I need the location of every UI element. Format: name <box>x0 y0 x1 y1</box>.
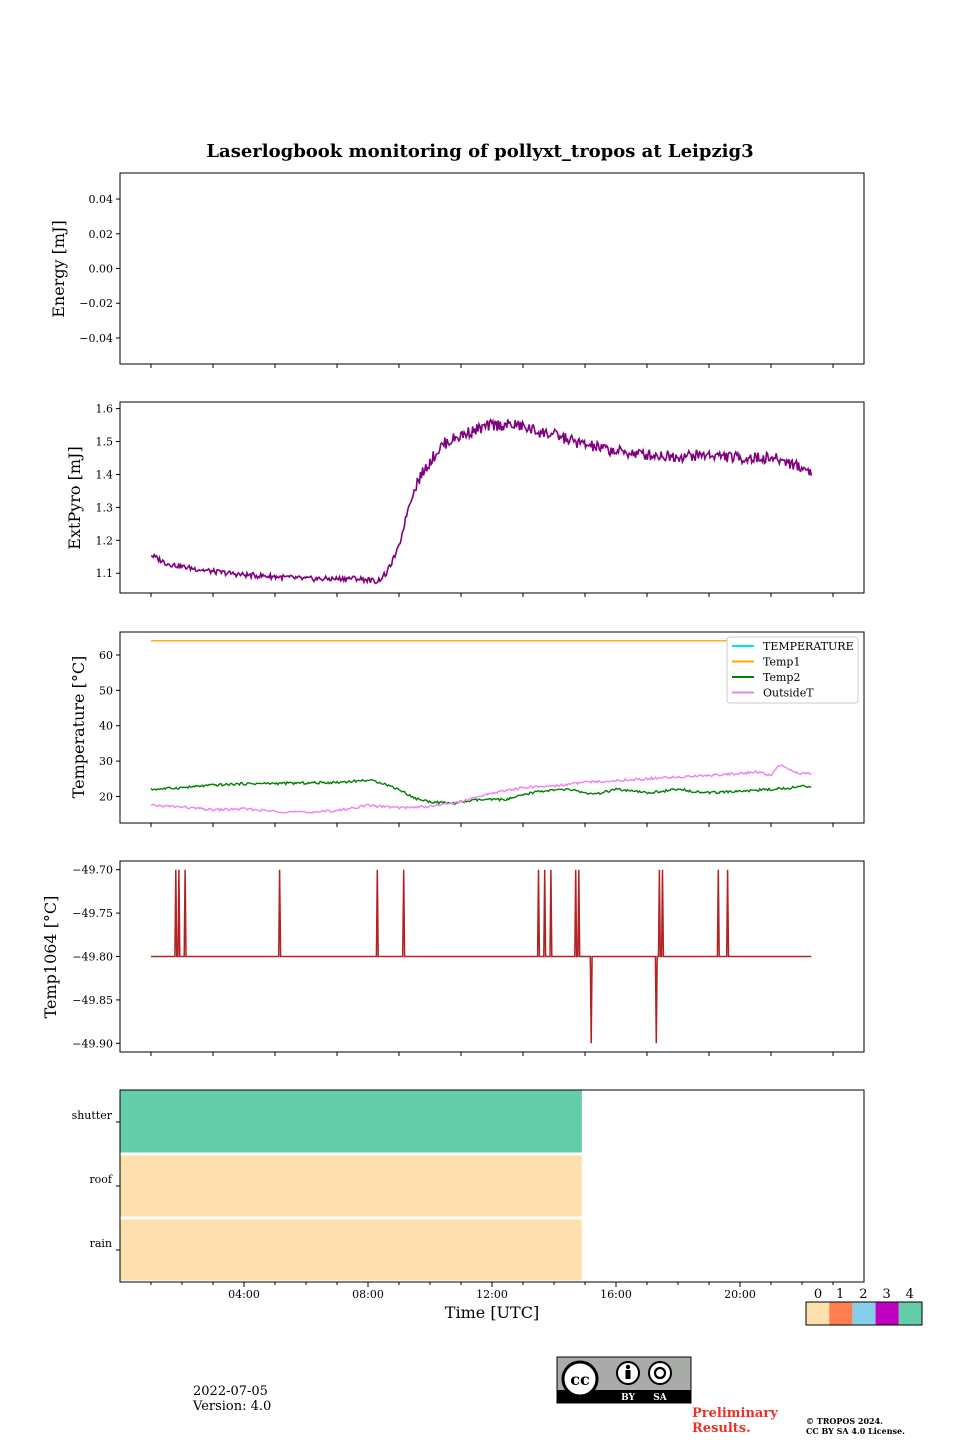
x-axis-label: Time [UTC] <box>445 1303 539 1322</box>
copyright-line-2: CC BY SA 4.0 License. <box>806 1426 905 1436</box>
sa-label: SA <box>653 1393 667 1403</box>
legend-label: Temp2 <box>763 671 800 684</box>
y-tick-label: −49.85 <box>72 994 113 1007</box>
preliminary-label: Preliminary <box>692 1406 778 1421</box>
status-row-label: shutter <box>72 1109 113 1122</box>
status-row-label: rain <box>90 1237 112 1250</box>
axes-frame <box>119 172 865 365</box>
y-tick-label: 1.6 <box>96 403 114 416</box>
extpyro-line <box>150 418 813 585</box>
y-tick-label: −0.04 <box>79 332 113 345</box>
colorbar-swatch-4 <box>898 1302 922 1325</box>
copyright-line-1: © TROPOS 2024. <box>806 1416 883 1426</box>
axes-frame <box>119 860 865 1053</box>
y-tick-label: 1.2 <box>96 534 114 547</box>
axes-frame <box>119 401 865 594</box>
temperature-panel: 20 30 40 50 60 Temperature [°C] TEMPERATURE Tem… <box>69 631 865 827</box>
cc-license-badge: cc BY SA <box>556 1356 692 1404</box>
legend-frame <box>726 636 859 704</box>
y-tick-label: 30 <box>99 755 113 768</box>
axes-frame <box>119 631 865 824</box>
axes-frame <box>119 1089 865 1283</box>
colorbar-label: 0 <box>814 1287 822 1302</box>
status-segment-shutter <box>120 1090 582 1153</box>
date-label: 2022-07-05 <box>193 1384 268 1399</box>
y-tick-label: 20 <box>99 790 113 803</box>
y-tick-label: 0.04 <box>89 193 114 206</box>
colorbar-swatch-3 <box>875 1302 899 1325</box>
cc-text: cc <box>570 1370 590 1389</box>
cc-icon <box>561 1360 599 1398</box>
colorbar-label: 2 <box>859 1287 867 1302</box>
colorbar-label: 1 <box>836 1287 844 1302</box>
share-alike-icon <box>648 1361 672 1385</box>
y-tick-label: 60 <box>99 649 113 662</box>
y-tick-label: 0.00 <box>89 263 114 276</box>
legend-label: Temp1 <box>763 656 800 669</box>
colorbar-frame <box>805 1301 923 1326</box>
y-tick-label: 1.1 <box>96 567 114 580</box>
y-tick-label: −49.80 <box>72 951 113 964</box>
x-tick-label: 04:00 <box>228 1288 260 1301</box>
status-row-label: roof <box>89 1173 113 1186</box>
y-tick-label: −0.02 <box>79 297 113 310</box>
y-tick-label: 1.4 <box>96 468 114 481</box>
y-tick-label: 0.02 <box>89 228 114 241</box>
x-tick-label: 08:00 <box>352 1288 384 1301</box>
y-tick-label: −49.90 <box>72 1037 113 1050</box>
legend-label: OutsideT <box>763 687 814 700</box>
y-tick-label: 40 <box>99 720 113 733</box>
colorbar-swatch-0 <box>806 1302 830 1325</box>
temp1064-line <box>151 869 812 1044</box>
x-tick-label: 16:00 <box>600 1288 632 1301</box>
y-tick-label: 1.3 <box>96 501 114 514</box>
by-label: BY <box>621 1393 635 1403</box>
results-label: Results. <box>692 1421 751 1436</box>
temp1064-panel: −49.70 −49.75 −49.80 −49.85 −49.90 Temp1064 [… <box>41 860 865 1056</box>
y-axis-label: ExtPyro [mJ] <box>65 446 84 549</box>
y-tick-label: −49.75 <box>72 907 113 920</box>
y-tick-label: −49.70 <box>72 864 113 877</box>
extpyro-panel: 1.1 1.2 1.3 1.4 1.5 1.6 ExtPyro [mJ] <box>65 401 865 597</box>
temperature-legend: TEMPERATURE Temp1 Temp2 OutsideT <box>726 636 859 704</box>
energy-panel: 0.04 0.02 0.00 −0.02 −0.04 Energy [mJ] <box>49 172 865 368</box>
y-axis-label: Energy [mJ] <box>49 220 68 318</box>
legend-label: TEMPERATURE <box>763 640 854 653</box>
version-label: Version: 4.0 <box>193 1399 272 1414</box>
status-panel: shutter roof rain 04:00 08:00 12:00 16:00 20:00… <box>72 1089 865 1322</box>
figure-title: Laserlogbook monitoring of pollyxt_tropo… <box>206 141 754 162</box>
colorbar-swatch-2 <box>852 1302 876 1325</box>
y-axis-label: Temp1064 [°C] <box>41 896 60 1019</box>
x-tick-label: 20:00 <box>724 1288 756 1301</box>
colorbar-label: 4 <box>906 1287 914 1302</box>
outsidet-line <box>151 764 812 815</box>
status-segment-rain <box>120 1219 582 1281</box>
y-tick-label: 50 <box>99 684 113 697</box>
status-segment-roof <box>120 1155 582 1217</box>
x-tick-label: 12:00 <box>476 1288 508 1301</box>
y-axis-label: Temperature [°C] <box>69 656 88 799</box>
y-tick-label: 1.5 <box>96 436 114 449</box>
colorbar-swatch-1 <box>829 1302 853 1325</box>
colorbar-label: 3 <box>882 1287 890 1302</box>
temp2-line <box>150 778 812 806</box>
